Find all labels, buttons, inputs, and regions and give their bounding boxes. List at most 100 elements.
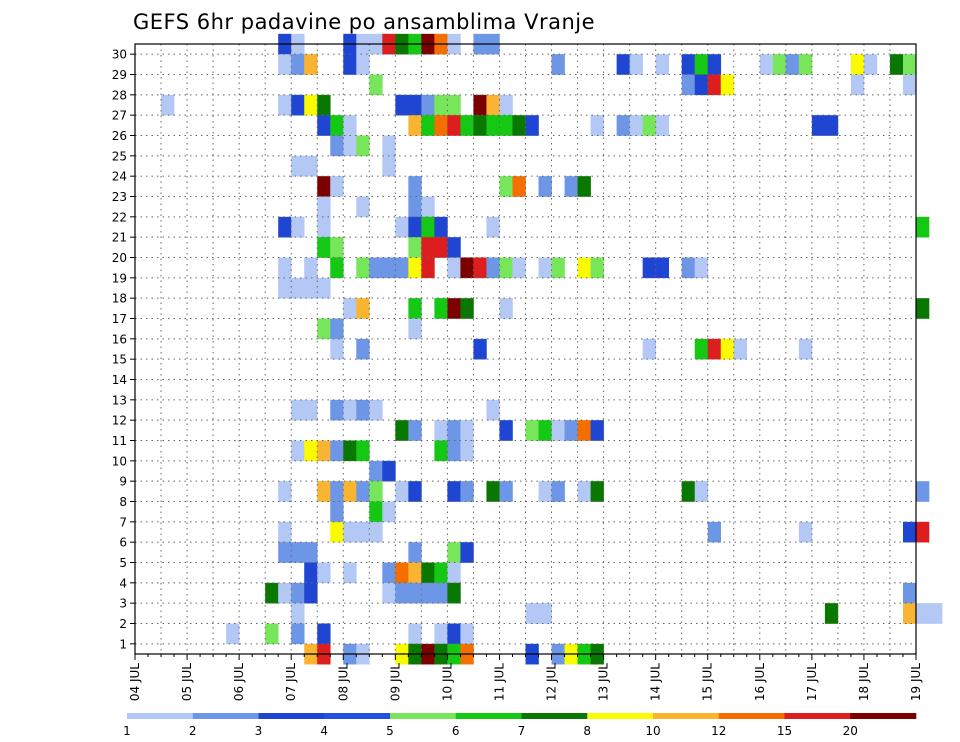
precip-cell — [642, 257, 656, 279]
precip-cell — [486, 115, 500, 136]
precip-cell — [525, 603, 539, 624]
precip-cell — [916, 603, 930, 624]
precip-cell — [551, 420, 565, 441]
precip-cell — [811, 115, 826, 136]
precip-cell — [317, 623, 331, 645]
precip-cell — [265, 623, 279, 645]
y-tick-label: 1 — [119, 637, 127, 651]
precip-cell — [356, 440, 370, 462]
precip-cell — [473, 257, 487, 279]
precip-cell — [538, 176, 552, 197]
precip-cell — [421, 562, 435, 584]
chart-title: GEFS 6hr padavine po ansamblima Vranje — [133, 10, 595, 34]
precip-cell — [824, 115, 839, 136]
precip-cell — [447, 115, 461, 136]
precip-cell — [291, 399, 305, 421]
precip-cell — [707, 521, 722, 543]
precip-cell — [291, 94, 305, 116]
precip-cell — [499, 420, 513, 441]
precip-cell — [343, 399, 357, 421]
precip-cell — [343, 521, 357, 543]
y-tick-label: 11 — [112, 434, 127, 448]
precip-cell — [629, 54, 643, 75]
precip-cell — [421, 115, 435, 136]
precip-cell — [564, 176, 578, 197]
precip-cell — [408, 562, 422, 584]
precip-cell — [421, 582, 435, 604]
precip-cell — [798, 54, 813, 75]
precip-cell — [343, 135, 357, 157]
precip-cell — [577, 176, 591, 197]
precip-cell — [434, 94, 448, 116]
precip-cell — [447, 298, 461, 319]
precip-cell — [395, 562, 409, 584]
precip-cell — [694, 481, 709, 502]
y-tick-label: 16 — [112, 332, 127, 346]
precip-cell — [525, 115, 539, 136]
precip-cell — [408, 237, 422, 258]
precip-cell — [265, 582, 279, 604]
precip-cell — [408, 623, 422, 645]
precip-cell — [369, 521, 383, 543]
precip-cell — [369, 481, 383, 502]
legend-swatch — [455, 713, 522, 719]
legend-swatch — [127, 713, 194, 719]
y-tick-label: 7 — [119, 515, 127, 529]
precip-cell — [330, 318, 344, 340]
precip-cell — [317, 115, 331, 136]
precip-cell — [278, 481, 292, 502]
legend-swatch — [587, 713, 654, 719]
precip-cell — [304, 155, 318, 177]
precip-cell — [343, 298, 357, 319]
precip-cell — [278, 521, 292, 543]
precip-cell — [304, 257, 318, 279]
precip-cell — [473, 94, 487, 116]
precip-cell — [759, 54, 774, 75]
precip-cell — [395, 257, 409, 279]
precip-cell — [330, 115, 344, 136]
legend-label: 20 — [843, 724, 858, 738]
precip-cell — [902, 582, 917, 604]
precip-cell — [902, 603, 917, 624]
legend-swatch — [324, 713, 391, 719]
precip-cell — [434, 216, 448, 238]
precip-cell — [434, 298, 448, 319]
precip-cell — [291, 216, 305, 238]
y-tick-label: 8 — [119, 495, 127, 509]
precip-cell — [577, 481, 591, 502]
precip-cell — [460, 542, 474, 563]
precip-cell — [317, 196, 331, 218]
precip-cell — [525, 420, 539, 441]
precip-cell — [902, 54, 917, 75]
precip-cell — [395, 420, 409, 441]
precip-cell — [512, 176, 526, 197]
precip-cell — [590, 115, 604, 136]
precip-cell — [278, 257, 292, 279]
precip-cell — [564, 420, 578, 441]
precip-cell — [694, 54, 709, 75]
precip-cell — [916, 521, 930, 543]
precip-cell — [889, 54, 904, 75]
precip-cell — [395, 216, 409, 238]
precip-cell — [434, 562, 448, 584]
precip-cell — [330, 521, 344, 543]
precip-cell — [460, 420, 474, 441]
x-tick-label: 11 JUL — [492, 663, 506, 701]
precip-cell — [916, 298, 930, 319]
precip-cell — [356, 399, 370, 421]
precip-cell — [434, 623, 448, 645]
precip-cell — [421, 216, 435, 238]
legend-swatch — [653, 713, 720, 719]
legend-swatch — [718, 713, 785, 719]
precip-cell — [356, 481, 370, 502]
precip-cell — [642, 338, 656, 360]
precip-cell — [291, 440, 305, 462]
x-tick-label: 15 JUL — [701, 663, 715, 701]
precip-cell — [356, 54, 370, 75]
y-tick-label: 13 — [112, 393, 127, 407]
precip-cell — [291, 54, 305, 75]
precip-cell — [512, 115, 526, 136]
y-tick-label: 14 — [112, 373, 127, 387]
x-tick-label: 19 JUL — [909, 663, 923, 701]
